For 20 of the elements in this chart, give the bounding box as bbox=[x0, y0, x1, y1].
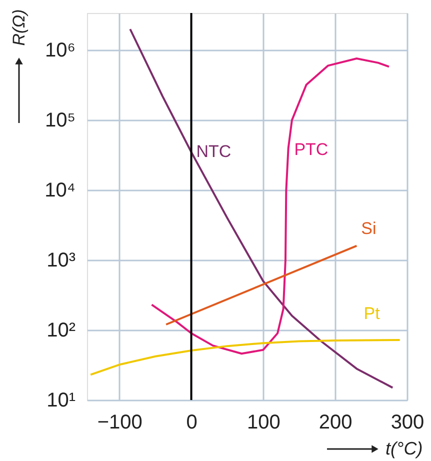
x-tick-label: 100 bbox=[246, 412, 280, 434]
x-axis-title: t(°C) bbox=[386, 438, 423, 458]
y-tick-label: 10⁵ bbox=[44, 110, 76, 132]
series-label: NTC bbox=[196, 142, 232, 162]
y-tick-label: 10³ bbox=[46, 250, 76, 272]
y-tick-label: 10⁴ bbox=[44, 180, 76, 202]
line-series bbox=[129, 28, 394, 389]
x-tick-label: 300 bbox=[390, 412, 424, 434]
x-tick-label: −100 bbox=[97, 412, 142, 434]
series-label: Si bbox=[361, 218, 376, 238]
series-label: PTC bbox=[294, 140, 328, 160]
series-label: Pt bbox=[364, 304, 380, 324]
y-tick-label: 10⁶ bbox=[45, 40, 76, 62]
y-axis-title: R(Ω) bbox=[10, 9, 28, 46]
x-tick-label: 0 bbox=[186, 412, 198, 434]
y-tick-label: 10² bbox=[46, 320, 76, 342]
y-tick-label: 10¹ bbox=[46, 390, 76, 412]
x-tick-label: 200 bbox=[318, 412, 352, 434]
line-series bbox=[90, 339, 401, 376]
line-series bbox=[150, 58, 390, 355]
